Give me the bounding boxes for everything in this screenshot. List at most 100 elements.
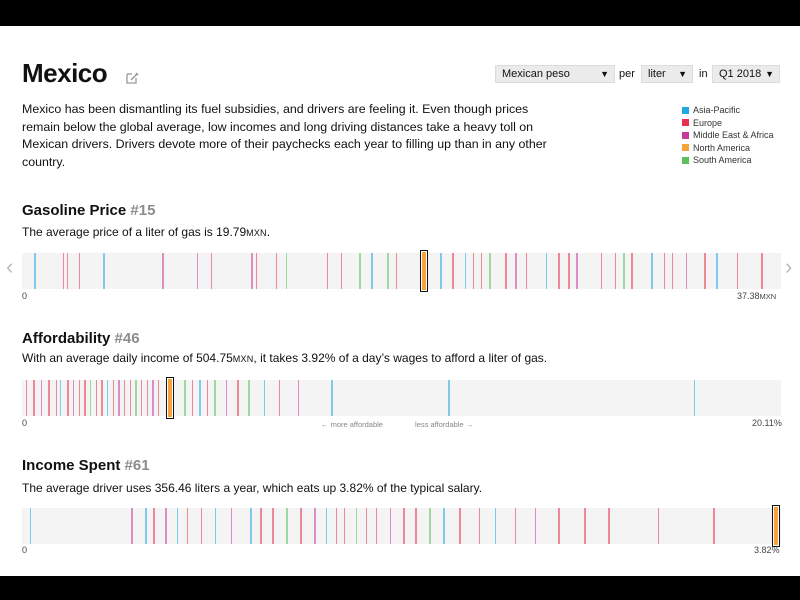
country-tick[interactable]	[225, 380, 228, 416]
country-tick[interactable]	[478, 508, 481, 544]
country-tick[interactable]	[472, 253, 475, 289]
country-tick[interactable]	[515, 253, 517, 289]
country-tick[interactable]	[297, 380, 300, 416]
period-select[interactable]: Q1 2018 ▼	[712, 65, 780, 83]
country-tick[interactable]	[25, 380, 28, 416]
country-tick[interactable]	[558, 253, 560, 289]
country-tick[interactable]	[576, 253, 578, 289]
country-tick[interactable]	[191, 380, 194, 416]
country-tick[interactable]	[693, 380, 696, 416]
country-tick[interactable]	[275, 253, 278, 289]
country-tick[interactable]	[157, 380, 160, 416]
country-tick[interactable]	[89, 380, 92, 416]
country-tick[interactable]	[505, 253, 507, 289]
country-tick[interactable]	[365, 508, 368, 544]
country-tick[interactable]	[146, 380, 149, 416]
country-tick[interactable]	[200, 508, 203, 544]
country-tick[interactable]	[685, 253, 688, 289]
country-tick[interactable]	[129, 380, 132, 416]
country-tick[interactable]	[250, 508, 252, 544]
country-tick[interactable]	[657, 508, 660, 544]
country-tick[interactable]	[103, 253, 105, 289]
country-tick[interactable]	[395, 253, 398, 289]
country-tick[interactable]	[66, 253, 69, 289]
country-tick[interactable]	[340, 253, 343, 289]
country-tick[interactable]	[359, 253, 361, 289]
country-tick[interactable]	[608, 508, 610, 544]
country-tick[interactable]	[78, 253, 81, 289]
country-tick[interactable]	[651, 253, 653, 289]
country-tick[interactable]	[206, 380, 209, 416]
country-tick[interactable]	[184, 380, 186, 416]
country-tick[interactable]	[464, 253, 467, 289]
country-tick[interactable]	[62, 253, 65, 289]
country-tick[interactable]	[214, 508, 217, 544]
next-arrow-icon[interactable]: ›	[785, 254, 793, 279]
country-tick[interactable]	[214, 380, 216, 416]
country-tick[interactable]	[545, 253, 548, 289]
country-tick[interactable]	[199, 380, 201, 416]
country-tick[interactable]	[300, 508, 302, 544]
country-tick[interactable]	[761, 253, 763, 289]
affordability-strip[interactable]	[22, 377, 781, 419]
country-tick[interactable]	[145, 508, 147, 544]
country-tick[interactable]	[343, 508, 346, 544]
country-tick[interactable]	[663, 253, 666, 289]
country-tick[interactable]	[135, 380, 137, 416]
country-tick[interactable]	[286, 508, 288, 544]
country-tick[interactable]	[106, 380, 109, 416]
country-tick[interactable]	[251, 253, 253, 289]
country-tick[interactable]	[459, 508, 461, 544]
country-tick[interactable]	[118, 380, 120, 416]
prev-arrow-icon[interactable]: ‹	[6, 254, 14, 279]
country-tick[interactable]	[713, 508, 715, 544]
country-tick[interactable]	[335, 508, 338, 544]
country-tick[interactable]	[40, 380, 43, 416]
country-tick[interactable]	[59, 380, 62, 416]
country-tick[interactable]	[95, 380, 98, 416]
country-tick[interactable]	[480, 253, 483, 289]
country-tick[interactable]	[631, 253, 633, 289]
country-tick[interactable]	[67, 380, 69, 416]
country-tick[interactable]	[494, 508, 497, 544]
country-tick[interactable]	[443, 508, 445, 544]
country-tick[interactable]	[415, 508, 417, 544]
country-tick[interactable]	[716, 253, 718, 289]
country-tick[interactable]	[272, 508, 274, 544]
edit-icon[interactable]	[124, 70, 140, 86]
unit-select[interactable]: liter ▼	[641, 65, 693, 83]
country-tick[interactable]	[514, 508, 517, 544]
country-tick[interactable]	[165, 508, 167, 544]
selected-country-marker[interactable]	[419, 250, 428, 292]
gasoline-price-strip[interactable]	[22, 250, 781, 292]
country-tick[interactable]	[255, 253, 257, 289]
selected-country-marker[interactable]	[165, 377, 174, 419]
country-tick[interactable]	[355, 508, 358, 544]
country-tick[interactable]	[440, 253, 442, 289]
country-tick[interactable]	[162, 253, 164, 289]
country-tick[interactable]	[389, 508, 392, 544]
country-tick[interactable]	[176, 508, 179, 544]
country-tick[interactable]	[614, 253, 617, 289]
country-tick[interactable]	[153, 508, 155, 544]
country-tick[interactable]	[429, 508, 431, 544]
country-tick[interactable]	[285, 253, 288, 289]
country-tick[interactable]	[448, 380, 450, 416]
country-tick[interactable]	[623, 253, 625, 289]
country-tick[interactable]	[278, 380, 281, 416]
country-tick[interactable]	[33, 380, 35, 416]
country-tick[interactable]	[331, 380, 333, 416]
country-tick[interactable]	[237, 380, 239, 416]
country-tick[interactable]	[403, 508, 405, 544]
country-tick[interactable]	[72, 380, 75, 416]
currency-select[interactable]: Mexican peso ▼	[495, 65, 615, 83]
country-tick[interactable]	[230, 508, 233, 544]
country-tick[interactable]	[325, 508, 328, 544]
income-spent-strip[interactable]	[22, 505, 781, 547]
country-tick[interactable]	[452, 253, 454, 289]
country-tick[interactable]	[140, 380, 143, 416]
country-tick[interactable]	[248, 380, 250, 416]
country-tick[interactable]	[101, 380, 103, 416]
country-tick[interactable]	[196, 253, 199, 289]
country-tick[interactable]	[671, 253, 674, 289]
